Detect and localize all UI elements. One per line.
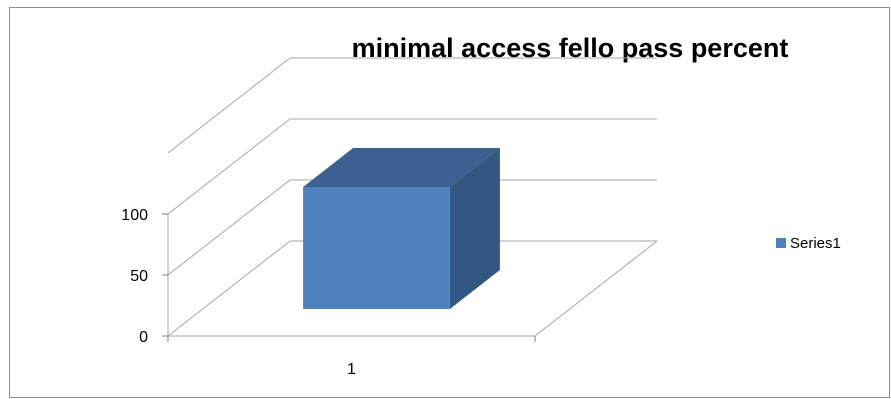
legend-swatch-series1 (776, 238, 786, 248)
legend-label-series1: Series1 (790, 235, 841, 252)
bar-1 (303, 148, 500, 309)
bar-top-face (303, 148, 500, 187)
bars (303, 148, 500, 309)
x-tick-label-0: 1 (347, 361, 356, 378)
floor-right-edge (534, 240, 658, 337)
x-axis-labels: 1 (347, 361, 356, 378)
y-axis-ticks: 0 50 100 (121, 207, 536, 346)
bar-side-face (449, 148, 500, 309)
bar-front-face (303, 187, 450, 309)
y-tick-label-2: 100 (121, 207, 148, 224)
legend: Series1 (776, 235, 841, 252)
y-tick-label-0: 0 (139, 329, 148, 346)
gridline-left-2 (167, 118, 291, 215)
gridline-left-3 (167, 57, 291, 154)
gridline-left-1 (167, 179, 291, 276)
y-tick-label-1: 50 (130, 268, 148, 285)
gridline-left-0 (167, 240, 291, 337)
